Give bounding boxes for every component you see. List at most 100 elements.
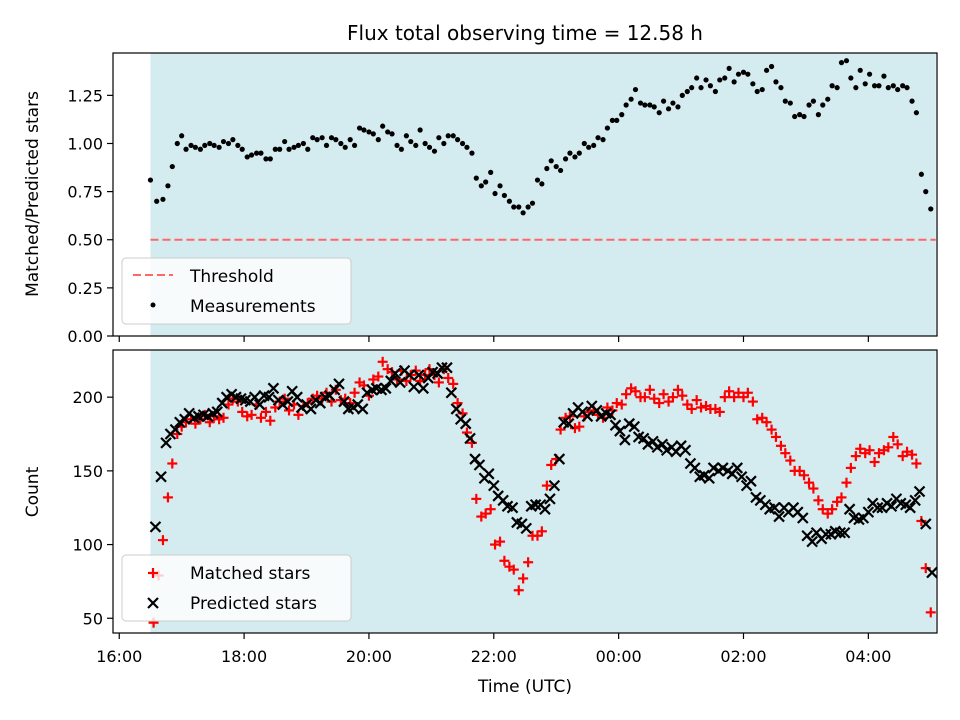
bottom-y-ticks: 50 100 150 200 — [72, 388, 113, 628]
measurement-point — [909, 98, 915, 104]
predicted-star-point — [619, 434, 631, 446]
measurement-point — [506, 198, 512, 204]
predicted-star-point — [548, 479, 561, 492]
matched-star-point — [785, 455, 796, 466]
measurement-point — [253, 150, 260, 156]
measurement-point — [328, 135, 335, 141]
measurement-point — [843, 58, 850, 64]
bottom-y-axis-label: Count — [23, 466, 43, 517]
legend-threshold-label: Threshold — [189, 267, 274, 287]
legend-matched-swatch — [148, 568, 158, 578]
top-legend-box — [121, 257, 352, 325]
measurement-point — [876, 83, 882, 89]
predicted-star-point — [838, 526, 851, 539]
predicted-star-point — [417, 382, 430, 395]
measurement-point — [529, 200, 536, 206]
top-legend: Threshold Measurements — [121, 257, 352, 325]
predicted-star-point — [768, 501, 781, 514]
predicted-star-point — [263, 391, 275, 403]
top-axes-frame — [112, 52, 938, 337]
measurement-point — [445, 133, 451, 139]
measurement-point — [282, 138, 288, 145]
measurement-point — [188, 142, 194, 149]
measurement-point — [258, 150, 264, 156]
measurement-point — [403, 133, 409, 139]
measurement-point — [174, 140, 180, 147]
measurement-point — [267, 156, 273, 162]
measurement-point — [426, 144, 433, 150]
matched-star-point — [761, 417, 772, 428]
matched-star-point — [284, 405, 295, 416]
predicted-star-point — [413, 369, 425, 381]
measurement-point — [670, 100, 676, 106]
top-measurement-points — [147, 58, 934, 216]
measurement-point — [862, 81, 868, 87]
predicted-star-point — [806, 535, 818, 548]
measurement-point — [225, 140, 232, 147]
matched-star-point — [246, 409, 257, 420]
matched-star-point — [888, 431, 899, 442]
measurement-point — [351, 142, 358, 149]
measurement-point — [422, 140, 428, 147]
predicted-star-point — [529, 498, 542, 511]
measurement-point — [694, 75, 700, 81]
measurement-point — [642, 102, 648, 108]
measurement-point — [548, 158, 554, 164]
matched-star-point — [574, 421, 585, 432]
measurement-point — [895, 86, 901, 93]
predicted-star-point — [305, 403, 317, 415]
x-tick-label: 18:00 — [221, 647, 267, 666]
matched-star-point — [752, 414, 763, 425]
matched-star-point — [611, 398, 622, 409]
matched-star-point — [443, 373, 454, 384]
y-tick-label: 1.25 — [67, 86, 103, 105]
predicted-star-point — [394, 376, 406, 389]
measurement-point — [179, 133, 185, 139]
measurement-point — [417, 127, 423, 133]
matched-star-point — [836, 492, 847, 503]
measurement-point — [488, 169, 494, 175]
measurement-point — [614, 117, 620, 123]
matched-star-point — [869, 457, 880, 468]
measurement-point — [286, 146, 292, 152]
legend-predicted-marker — [147, 597, 159, 609]
measurement-point — [389, 131, 395, 137]
measurement-point — [459, 140, 466, 147]
matched-star-point — [714, 406, 725, 417]
predicted-star-point — [356, 403, 369, 415]
top-x-ticks — [118, 336, 869, 342]
measurement-point — [660, 98, 667, 104]
measurement-point — [923, 189, 929, 195]
matched-star-point — [780, 448, 791, 459]
measurement-point — [380, 123, 386, 129]
measurement-point — [464, 144, 470, 150]
matched-star-point — [850, 451, 861, 462]
predicted-star-point — [248, 391, 261, 403]
measurement-point — [347, 137, 353, 143]
measurement-point — [801, 113, 807, 120]
measurement-point — [492, 190, 498, 197]
measurement-point — [220, 138, 227, 145]
predicted-star-point — [380, 382, 392, 395]
measurement-point — [370, 131, 376, 137]
predicted-star-point — [291, 391, 303, 403]
predicted-star-point — [488, 479, 500, 492]
measurement-point — [572, 154, 578, 160]
x-axis-label: Time (UTC) — [477, 677, 572, 697]
measurement-point — [473, 175, 479, 181]
legend-matched-marker — [148, 568, 158, 578]
matched-star-point — [349, 387, 360, 398]
measurement-point — [848, 75, 854, 81]
y-tick-label: 0.25 — [67, 279, 103, 298]
measurement-point — [679, 92, 685, 98]
measurement-point — [310, 135, 316, 141]
measurement-point — [192, 144, 198, 150]
measurement-point — [216, 144, 222, 150]
matched-star-point — [433, 377, 444, 388]
measurement-point — [698, 85, 704, 91]
measurement-point — [810, 98, 817, 104]
measurement-point — [497, 183, 503, 189]
measurement-point — [623, 102, 629, 108]
measurement-point — [595, 135, 601, 141]
matched-star-point — [804, 477, 815, 488]
